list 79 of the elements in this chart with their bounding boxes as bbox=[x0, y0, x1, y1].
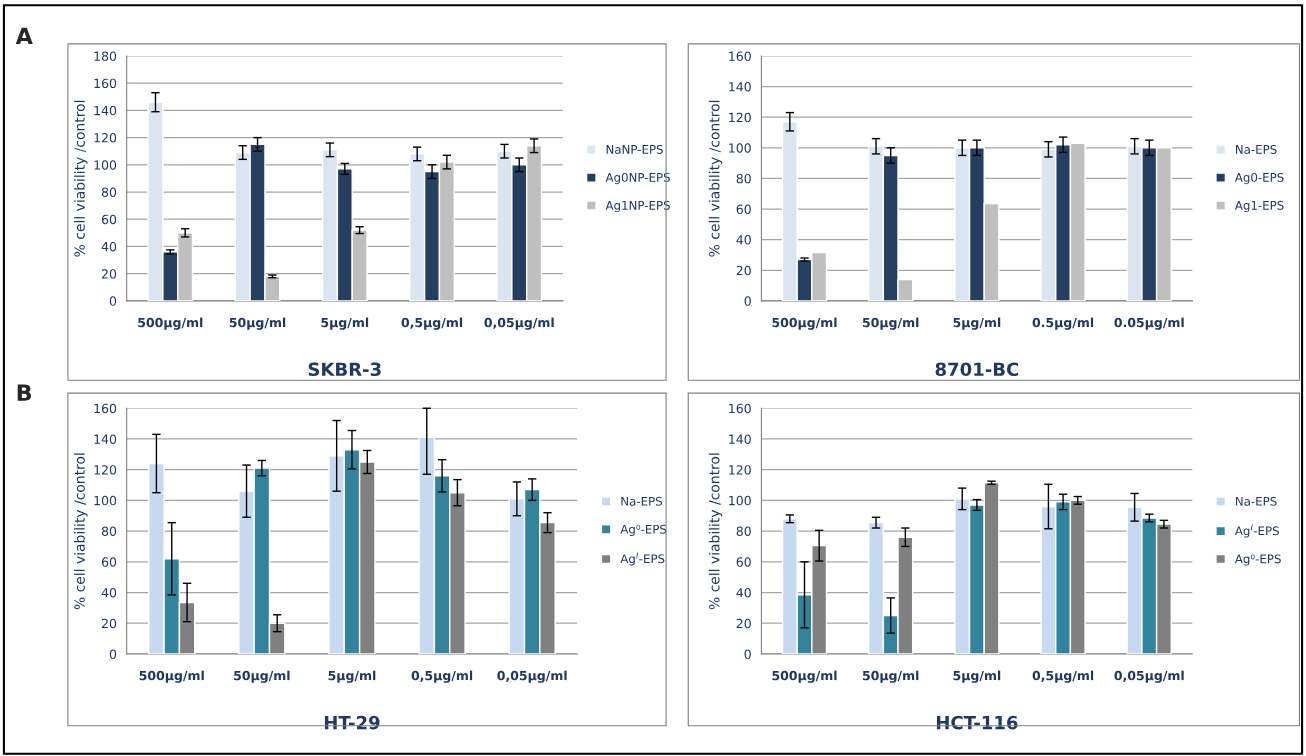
y-tick-label: 60 bbox=[736, 557, 751, 567]
x-tick-label: 500µg/ml bbox=[772, 670, 837, 683]
y-tick-label: 140 bbox=[94, 105, 117, 116]
x-tick-label: 5µg/ml bbox=[321, 317, 369, 330]
x-tick-label: 5µg/ml bbox=[953, 317, 1001, 330]
legend-label: Ag0-EPS bbox=[1234, 172, 1284, 185]
legend-label: Ag$^{I}$-EPS bbox=[620, 552, 665, 566]
text: A bbox=[15, 27, 33, 44]
legend-label: Ag0NP-EPS bbox=[605, 172, 670, 185]
x-tick-label: 500µg/ml bbox=[138, 317, 203, 330]
legend-label: Ag⁰-EPS bbox=[1234, 554, 1281, 566]
x-tick-label: 50µg/ml bbox=[862, 317, 919, 330]
legend-label: NaNP-EPS bbox=[606, 144, 663, 154]
legend-label: Ag$^{I}$-EPS bbox=[1234, 524, 1279, 538]
x-tick-label: 0,05µg/ml bbox=[497, 670, 567, 683]
legend-label: Na-EPS bbox=[1235, 496, 1277, 506]
y-tick-label: 100 bbox=[729, 143, 751, 153]
x-tick-label: 0.5µg/ml bbox=[1032, 317, 1094, 330]
x-tick-label: 0,05µg/ml bbox=[1114, 670, 1184, 683]
x-tick-label: 0,5µg/ml bbox=[411, 670, 473, 683]
y-tick-label: 60 bbox=[101, 557, 117, 567]
y-tick-label: 40 bbox=[736, 235, 751, 245]
text: HCT-116 bbox=[936, 715, 1018, 730]
y-tick-label: 160 bbox=[94, 403, 117, 414]
y-tick-label: 100 bbox=[94, 495, 117, 506]
y-tick-label: 80 bbox=[736, 173, 751, 184]
y-tick-label: 80 bbox=[736, 526, 751, 537]
legend-label: Ag1NP-EPS bbox=[605, 200, 670, 213]
y-tick-label: 80 bbox=[101, 187, 117, 197]
x-tick-label: 5µg/ml bbox=[328, 670, 376, 683]
x-tick-label: 0,05µg/ml bbox=[484, 317, 554, 330]
y-tick-label: 80 bbox=[101, 526, 117, 537]
text: HT-29 bbox=[324, 715, 380, 730]
x-tick-label: 50µg/ml bbox=[862, 670, 919, 683]
text: SKBR-3 bbox=[308, 362, 381, 377]
y-tick-label: 0 bbox=[744, 296, 751, 306]
y-tick-label: 100 bbox=[729, 495, 751, 506]
y-axis-title: % cell viability /control bbox=[74, 100, 88, 257]
y-tick-label: 180 bbox=[94, 51, 117, 61]
y-tick-label: 20 bbox=[101, 618, 117, 629]
x-tick-label: 500µg/ml bbox=[139, 670, 204, 683]
y-tick-label: 0 bbox=[744, 649, 751, 659]
x-tick-label: 5µg/ml bbox=[953, 670, 1001, 683]
y-tick-label: 140 bbox=[729, 82, 751, 92]
y-axis-title: % cell viability /control bbox=[708, 453, 723, 610]
text: B bbox=[17, 384, 32, 401]
x-tick-label: 0,5µg/ml bbox=[1032, 670, 1094, 683]
y-tick-label: 20 bbox=[736, 618, 751, 629]
x-tick-label: 0.05µg/ml bbox=[1114, 317, 1184, 330]
x-tick-label: 0,5µg/ml bbox=[401, 317, 463, 330]
y-tick-label: 120 bbox=[729, 465, 751, 475]
x-tick-label: 500µg/ml bbox=[772, 317, 837, 330]
y-tick-label: 140 bbox=[94, 434, 117, 444]
legend-label: Na-EPS bbox=[1235, 144, 1277, 154]
y-tick-label: 160 bbox=[94, 78, 117, 89]
y-tick-label: 160 bbox=[729, 51, 751, 61]
y-tick-label: 40 bbox=[101, 241, 117, 252]
legend-label: Ag1-EPS bbox=[1234, 200, 1284, 213]
y-tick-label: 0 bbox=[109, 649, 117, 659]
y-tick-label: 120 bbox=[729, 112, 751, 123]
y-tick-label: 160 bbox=[729, 403, 751, 414]
y-tick-label: 20 bbox=[101, 269, 117, 279]
y-tick-label: 120 bbox=[94, 133, 117, 143]
legend-label: Ag⁰-EPS bbox=[620, 524, 667, 536]
y-tick-label: 20 bbox=[736, 265, 751, 276]
y-tick-label: 40 bbox=[101, 587, 117, 598]
x-tick-label: 50µg/ml bbox=[229, 317, 286, 330]
y-axis-title: % cell viability /control bbox=[708, 100, 723, 257]
y-axis-title: % cell viability /control bbox=[74, 453, 88, 610]
y-tick-label: 0 bbox=[109, 296, 117, 306]
y-tick-label: 60 bbox=[736, 204, 751, 214]
y-tick-label: 100 bbox=[94, 160, 117, 170]
x-tick-label: 50µg/ml bbox=[234, 670, 290, 683]
legend-label: Na-EPS bbox=[621, 496, 663, 506]
y-tick-label: 120 bbox=[94, 465, 117, 475]
y-tick-label: 140 bbox=[729, 434, 751, 444]
y-tick-label: 60 bbox=[101, 214, 117, 225]
text: 8701-BC bbox=[935, 362, 1019, 377]
y-tick-label: 40 bbox=[736, 587, 751, 598]
